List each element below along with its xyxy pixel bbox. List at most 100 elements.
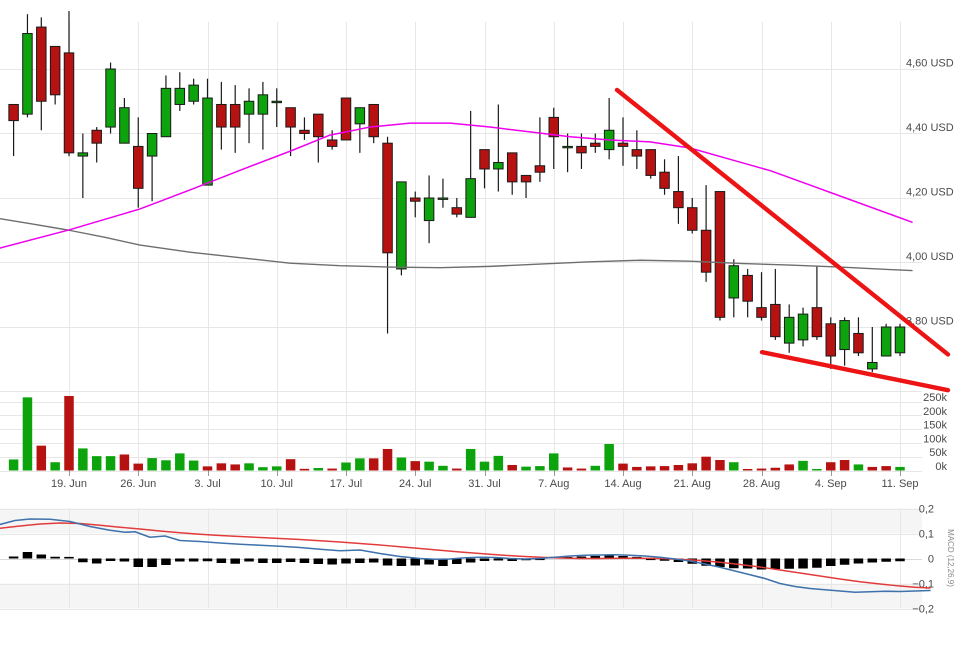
volume-bar[interactable] <box>8 459 19 471</box>
candle[interactable] <box>839 317 850 366</box>
volume-bar[interactable] <box>618 463 628 471</box>
trendline[interactable] <box>759 349 951 393</box>
volume-bar[interactable] <box>756 468 767 471</box>
volume-bar[interactable] <box>549 453 559 471</box>
macd-histogram-bar[interactable] <box>161 558 171 566</box>
volume-bar[interactable] <box>438 465 448 471</box>
candle[interactable] <box>576 133 587 169</box>
macd-histogram-bar[interactable] <box>202 558 213 562</box>
volume-bar[interactable] <box>798 460 808 471</box>
volume-bar[interactable] <box>895 466 905 471</box>
candle[interactable] <box>520 174 532 198</box>
candle[interactable] <box>617 117 629 166</box>
volume-bar[interactable] <box>784 464 794 471</box>
volume-bar[interactable] <box>507 464 517 471</box>
macd-histogram-bar[interactable] <box>770 558 781 570</box>
candle[interactable] <box>146 133 158 202</box>
candle[interactable] <box>437 178 449 208</box>
macd-histogram-bar[interactable] <box>756 558 767 570</box>
volume-bar[interactable] <box>202 466 213 471</box>
macd-histogram-bar[interactable] <box>493 558 504 561</box>
volume-bar[interactable] <box>812 469 822 471</box>
volume-bar[interactable] <box>175 453 185 471</box>
macd-histogram-bar[interactable] <box>105 558 116 562</box>
macd-histogram-bar[interactable] <box>50 556 60 559</box>
macd-histogram-bar[interactable] <box>590 556 601 559</box>
candle[interactable] <box>160 75 172 138</box>
volume-bar[interactable] <box>424 461 434 471</box>
volume-bar[interactable] <box>562 467 573 471</box>
candle[interactable] <box>853 317 864 357</box>
volume-bar[interactable] <box>105 456 116 471</box>
macd-histogram-bar[interactable] <box>645 558 656 561</box>
volume-bar[interactable] <box>479 461 490 471</box>
volume-bar[interactable] <box>839 460 850 471</box>
macd-histogram-bar[interactable] <box>424 558 434 565</box>
candle[interactable] <box>396 181 407 276</box>
macd-histogram-bar[interactable] <box>216 558 227 564</box>
macd-histogram-bar[interactable] <box>272 558 282 564</box>
candle[interactable] <box>202 78 213 186</box>
volume-bar[interactable] <box>853 464 864 471</box>
volume-bar[interactable] <box>133 463 144 471</box>
candle[interactable] <box>216 81 227 150</box>
candle[interactable] <box>423 175 435 244</box>
macd-histogram-bar[interactable] <box>410 558 421 566</box>
macd-histogram-bar[interactable] <box>784 558 794 569</box>
candle[interactable] <box>562 133 573 173</box>
candle[interactable] <box>49 45 61 105</box>
candle[interactable] <box>659 159 670 195</box>
macd-histogram-bar[interactable] <box>91 558 102 564</box>
volume-bar[interactable] <box>285 459 296 471</box>
volume-bar[interactable] <box>382 448 393 471</box>
volume-bar[interactable] <box>742 469 753 471</box>
candle[interactable] <box>728 259 740 318</box>
volume-bar[interactable] <box>341 462 351 471</box>
candle[interactable] <box>770 268 781 340</box>
volume-bar[interactable] <box>355 458 365 471</box>
candle[interactable] <box>382 136 393 334</box>
candle[interactable] <box>825 317 836 369</box>
volume-bar[interactable] <box>715 460 725 471</box>
volume-bar[interactable] <box>770 467 781 471</box>
macd-histogram-bar[interactable] <box>396 558 407 567</box>
candle[interactable] <box>368 103 379 144</box>
candle[interactable] <box>22 14 33 118</box>
candle[interactable] <box>313 113 324 163</box>
volume-bar[interactable] <box>327 468 337 471</box>
candle[interactable] <box>867 327 878 373</box>
candle[interactable] <box>590 133 601 153</box>
volume-bar[interactable] <box>465 448 476 471</box>
macd-histogram-bar[interactable] <box>175 558 185 562</box>
macd-histogram-bar[interactable] <box>341 558 351 564</box>
volume-bar[interactable] <box>632 466 642 471</box>
volume-bar[interactable] <box>91 456 102 471</box>
trendline[interactable] <box>614 87 951 357</box>
macd-histogram-bar[interactable] <box>133 558 144 568</box>
volume-bar[interactable] <box>22 397 33 471</box>
candle[interactable] <box>188 78 199 105</box>
macd-histogram-bar[interactable] <box>368 558 379 563</box>
macd-histogram-bar[interactable] <box>147 558 157 568</box>
candle[interactable] <box>285 107 296 157</box>
macd-histogram-bar[interactable] <box>382 558 393 566</box>
volume-bar[interactable] <box>216 463 227 471</box>
candle[interactable] <box>880 323 892 357</box>
macd-histogram-bar[interactable] <box>604 555 614 559</box>
volume-bar[interactable] <box>729 462 739 471</box>
candle[interactable] <box>229 85 241 153</box>
macd-histogram-bar[interactable] <box>742 558 753 569</box>
volume-bar[interactable] <box>147 458 157 471</box>
volume-bar[interactable] <box>258 467 268 471</box>
volume-bar[interactable] <box>230 464 240 471</box>
macd-histogram-bar[interactable] <box>299 558 310 564</box>
volume-bar[interactable] <box>78 448 88 471</box>
volume-bar[interactable] <box>535 466 545 471</box>
candle[interactable] <box>8 103 19 157</box>
macd-histogram-bar[interactable] <box>230 558 240 564</box>
macd-histogram-bar[interactable] <box>798 558 808 569</box>
candle[interactable] <box>493 104 504 192</box>
macd-histogram-bar[interactable] <box>881 558 891 562</box>
candle[interactable] <box>687 198 698 234</box>
macd-histogram-bar[interactable] <box>452 558 462 565</box>
